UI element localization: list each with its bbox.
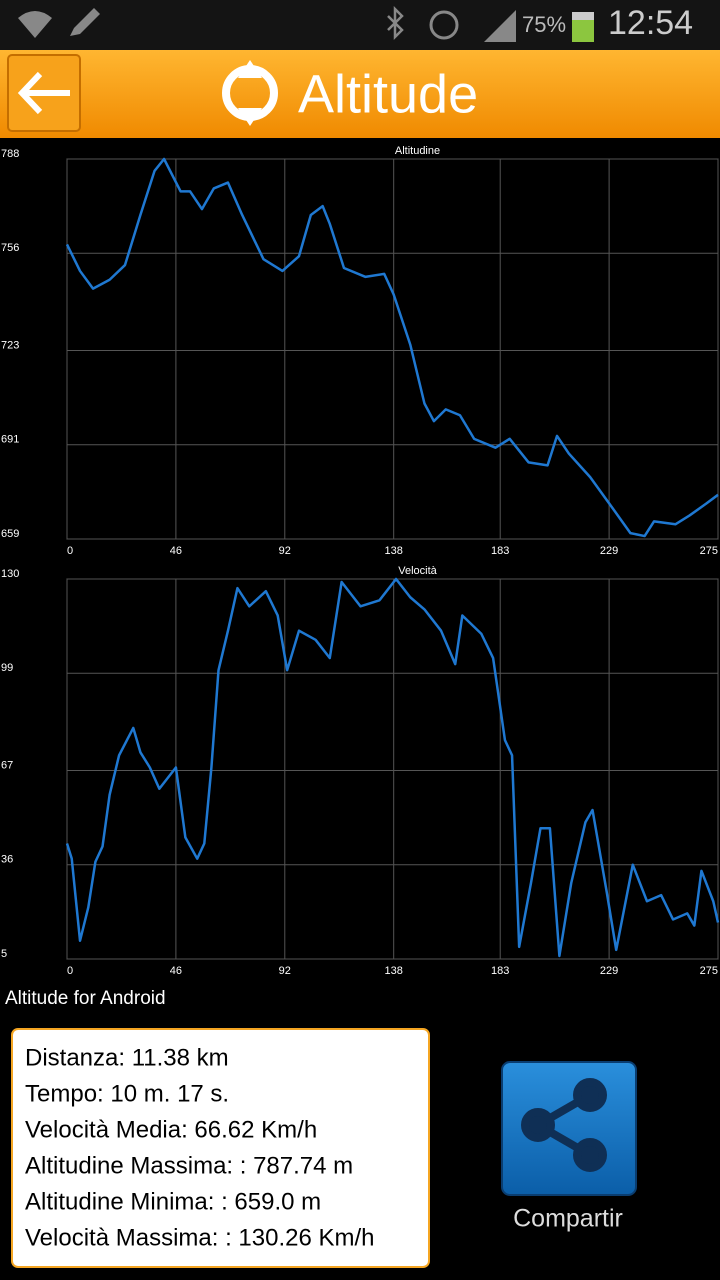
stat-line: Altitudine Massima: : 787.74 m [25,1152,353,1179]
header-title: Altitude [298,64,478,124]
y-tick-label: 36 [1,854,13,866]
chart-title: Altitudine [395,145,440,157]
x-tick-label: 138 [385,965,403,977]
stat-line: Altitudine Minima: : 659.0 m [25,1188,321,1215]
y-tick-label: 99 [1,662,13,674]
plot-area [66,578,719,960]
stat-line: Velocità Media: 66.62 Km/h [25,1116,317,1143]
x-tick-label: 46 [170,545,182,557]
x-tick-label: 275 [700,965,718,977]
charts: Altitudine 659 691 723 756 788 0 46 92 138 183 229 2… [1,145,720,977]
data-line [65,577,720,958]
share-icon [521,1078,607,1172]
y-tick-label: 788 [1,148,19,160]
x-tick-label: 183 [491,545,509,557]
header [0,50,720,138]
y-tick-label: 756 [1,242,19,254]
y-tick-label: 691 [1,434,19,446]
x-tick-label: 138 [385,545,403,557]
bluetooth-icon [387,5,404,41]
chart-title: Velocità [398,565,437,577]
status-bar [0,0,720,50]
app-logo-arrows [238,60,262,126]
plot-area [66,158,719,540]
share-label: Compartir [513,1205,623,1233]
data-line [65,157,719,538]
stat-line: Tempo: 10 m. 17 s. [25,1080,229,1107]
app-name: Altitude for Android [5,988,166,1009]
y-tick-label: 5 [1,948,7,960]
stat-line: Distanza: 11.38 km [25,1044,229,1071]
x-tick-label: 229 [600,965,618,977]
wifi-icon [18,11,52,38]
x-tick-label: 275 [700,545,718,557]
back-arrow [17,71,70,115]
alarm-icon [429,10,459,40]
battery-level [572,20,594,42]
x-tick-label: 92 [279,965,291,977]
x-tick-label: 0 [67,965,73,977]
y-tick-label: 67 [1,759,13,771]
stat-line: Velocità Massima: : 130.26 Km/h [25,1224,375,1251]
edit-icon [70,8,100,36]
y-tick-label: 723 [1,339,19,351]
x-tick-label: 0 [67,545,73,557]
x-tick-label: 183 [491,965,509,977]
x-tick-label: 92 [279,545,291,557]
stats: Distanza: 11.38 km Tempo: 10 m. 17 s. Velo… [25,1044,375,1251]
battery-percent: 75% [522,12,566,37]
y-tick-label: 659 [1,528,19,540]
stats-box [11,1028,430,1268]
clock: 12:54 [608,4,693,42]
x-tick-label: 46 [170,965,182,977]
signal-icon [484,10,516,42]
x-tick-label: 229 [600,545,618,557]
y-tick-label: 130 [1,568,19,580]
